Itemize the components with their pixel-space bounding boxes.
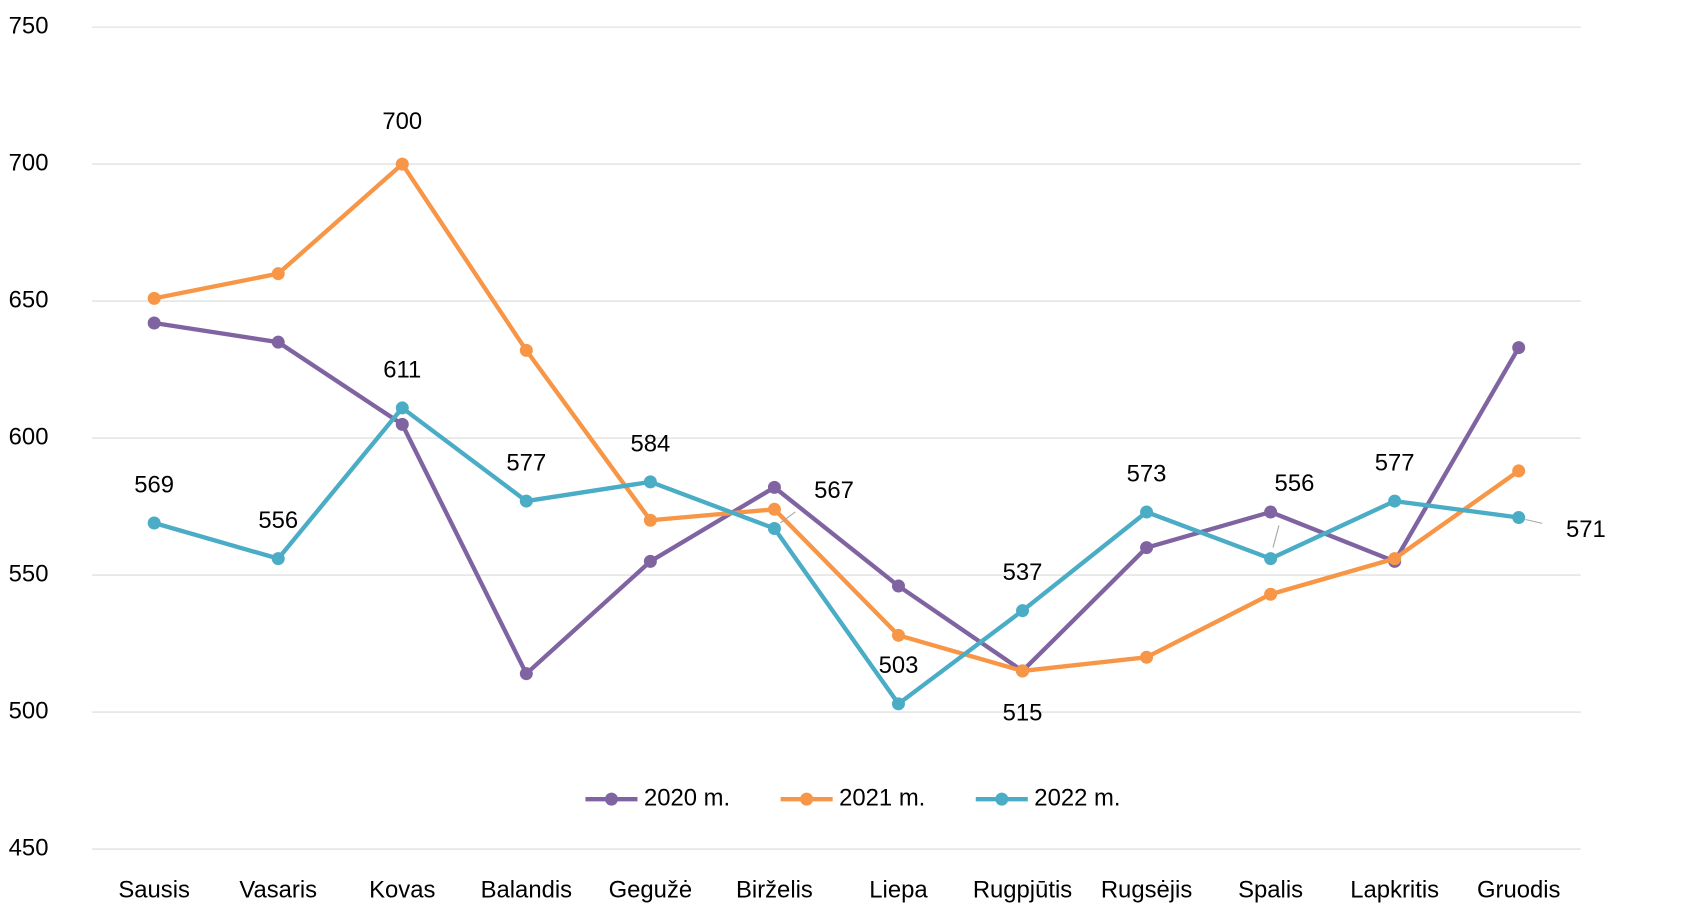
point	[1016, 664, 1030, 678]
leader-line	[780, 511, 796, 524]
data-label: 573	[1127, 460, 1167, 487]
leader-line	[1525, 518, 1543, 524]
y-tick-label: 600	[9, 423, 49, 450]
data-label: 556	[258, 507, 298, 534]
x-tick-label: Gruodis	[1477, 877, 1561, 904]
x-tick-label: Rugpjūtis	[973, 877, 1072, 904]
data-label: 571	[1566, 516, 1606, 543]
point	[395, 401, 409, 415]
legend-marker	[800, 792, 814, 806]
point	[1388, 494, 1402, 508]
point	[1140, 650, 1154, 664]
point	[271, 552, 285, 566]
data-label: 567	[814, 477, 854, 504]
point	[1512, 341, 1526, 355]
y-tick-label: 700	[9, 149, 49, 176]
data-label: 577	[506, 450, 546, 477]
y-tick-label: 650	[9, 286, 49, 313]
point	[1140, 541, 1154, 555]
point	[891, 628, 905, 642]
point	[1512, 464, 1526, 478]
x-tick-label: Spalis	[1238, 877, 1303, 904]
point	[519, 343, 533, 357]
point	[767, 521, 781, 535]
x-tick-label: Balandis	[481, 877, 573, 904]
point	[519, 494, 533, 508]
y-tick-label: 550	[9, 560, 49, 587]
x-tick-label: Lapkritis	[1350, 877, 1439, 904]
series-line	[153, 320, 1521, 676]
y-tick-label: 750	[9, 12, 49, 39]
point	[1388, 552, 1402, 566]
leader-line	[1272, 525, 1280, 548]
point	[891, 697, 905, 711]
x-tick-label: Vasaris	[239, 877, 317, 904]
y-tick-label: 450	[9, 834, 49, 861]
x-tick-label: Kovas	[369, 877, 435, 904]
point	[271, 335, 285, 349]
x-tick-label: Rugsėjis	[1101, 877, 1193, 904]
series-line	[153, 405, 1519, 706]
point	[1140, 505, 1154, 519]
point	[147, 316, 161, 330]
data-label: 700	[382, 108, 422, 135]
series-line	[153, 161, 1520, 674]
data-label: 515	[1003, 700, 1043, 727]
legend-label: 2020 m.	[644, 784, 730, 811]
legend-marker	[995, 792, 1009, 806]
legend-label: 2022 m.	[1034, 784, 1120, 811]
point	[395, 157, 409, 171]
x-tick-label: Sausis	[118, 877, 190, 904]
x-tick-label: Gegužė	[609, 877, 693, 904]
point	[395, 417, 409, 431]
data-label: 584	[630, 430, 670, 457]
x-tick-label: Liepa	[869, 877, 928, 904]
point	[643, 554, 657, 568]
data-label: 503	[879, 652, 919, 679]
legend-label: 2021 m.	[839, 784, 925, 811]
point	[891, 579, 905, 593]
point	[767, 502, 781, 516]
legend-marker	[604, 792, 618, 806]
data-label: 577	[1375, 450, 1415, 477]
point	[643, 475, 657, 489]
y-tick-label: 500	[9, 697, 49, 724]
point	[767, 480, 781, 494]
data-label: 569	[134, 471, 174, 498]
point	[1016, 604, 1030, 618]
point	[1264, 552, 1278, 566]
point	[1512, 511, 1526, 525]
point	[147, 516, 161, 530]
point	[271, 267, 285, 281]
data-label: 537	[1003, 559, 1043, 586]
point	[1264, 505, 1278, 519]
point	[643, 513, 657, 527]
data-label: 556	[1275, 470, 1315, 497]
point	[147, 291, 161, 305]
data-label: 611	[383, 356, 421, 383]
point	[519, 667, 533, 681]
x-tick-label: Birželis	[736, 877, 813, 904]
point	[1264, 587, 1278, 601]
